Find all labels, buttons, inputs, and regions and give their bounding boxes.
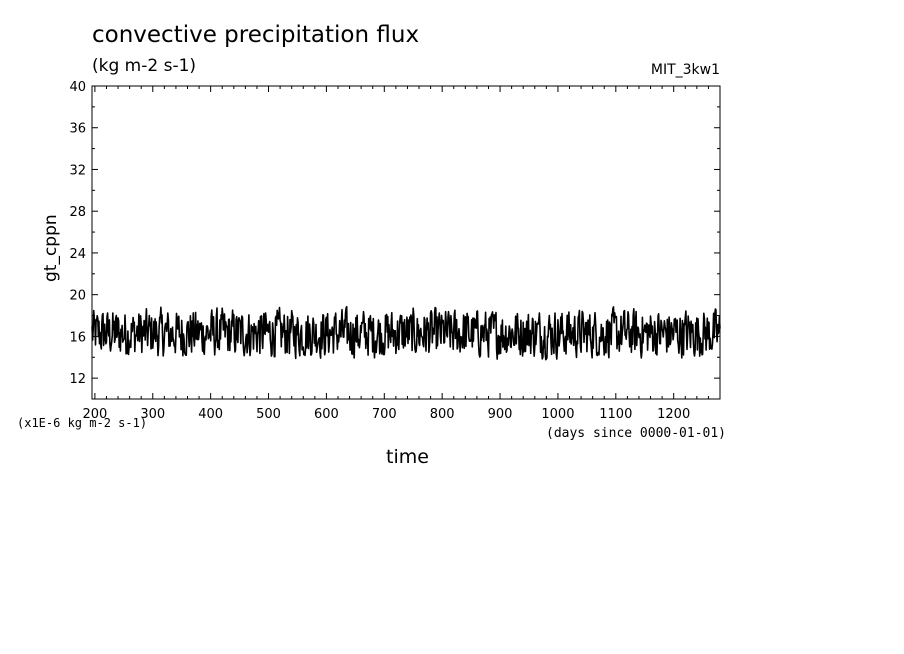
x-tick-label: 800 [430,407,455,422]
chart-units: (kg m-2 s-1) [92,56,197,76]
y-tick-label: 12 [69,372,86,387]
x-tick-label: 1000 [541,407,574,422]
y-tick-label: 32 [69,163,86,178]
x-tick-label: 500 [256,407,281,422]
chart-title: convective precipitation flux [92,22,420,48]
x-unit-note: (days since 0000-01-01) [546,426,727,441]
x-tick-label: 900 [488,407,513,422]
x-tick-label: 1200 [657,407,690,422]
x-axis-label: time [386,446,429,468]
x-tick-label: 600 [314,407,339,422]
x-tick-label: 200 [82,407,107,422]
plot-frame [91,85,721,400]
y-tick-label: 16 [69,330,86,345]
scale-note: (x1E-6 kg m-2 s-1) [17,416,148,430]
y-tick-label: 28 [69,205,86,220]
x-tick-label: 300 [140,407,165,422]
x-tick-label: 400 [198,407,223,422]
x-tick-label: 700 [372,407,397,422]
y-tick-label: 24 [69,247,86,262]
y-tick-label: 20 [69,289,86,304]
y-tick-label: 40 [69,80,86,95]
x-tick-label: 1100 [599,407,632,422]
series-line [91,305,721,361]
y-tick-label: 36 [69,122,86,137]
run-label: MIT_3kw1 [650,62,720,78]
